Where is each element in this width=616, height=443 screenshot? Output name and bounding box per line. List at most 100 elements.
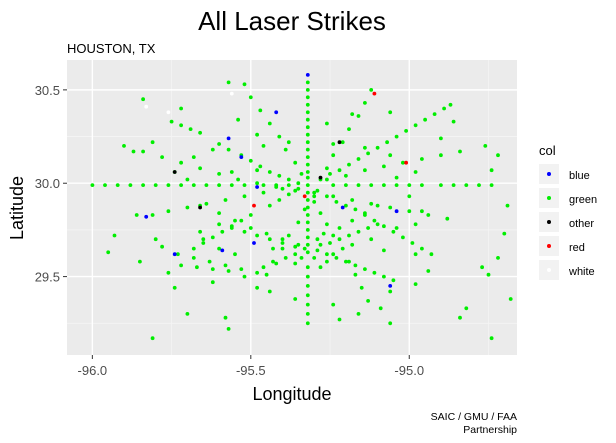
point-green [388,321,393,326]
point-green [201,237,206,242]
point-green [258,108,263,113]
point-green [191,183,196,188]
point-green [325,121,329,126]
point-green [255,181,259,186]
point-red [252,203,256,208]
point-green [480,265,484,270]
point-other [198,205,203,210]
point-green [191,256,196,260]
point-green [331,252,336,257]
point-green [334,256,339,260]
point-green [264,272,269,277]
point-green [302,246,307,251]
point-green [207,259,212,264]
point-green [366,151,370,156]
point-green [388,110,393,115]
point-green [185,312,190,316]
point-green [410,241,415,245]
point-green [226,269,231,273]
point-green [236,117,241,122]
point-green [166,209,171,214]
point-green [223,198,228,202]
point-green [179,106,184,111]
point-green [293,252,298,257]
point-green [353,272,358,277]
point-green [274,185,279,189]
point-green [337,226,342,230]
point-green [242,82,247,87]
point-green [305,213,310,217]
point-green [432,112,437,116]
point-green [315,237,320,242]
point-green [375,145,380,150]
point-blue [255,185,259,189]
point-green [141,183,146,188]
point-blue [388,284,393,288]
point-green [305,235,310,240]
x-tick-label: -95.5 [236,363,266,378]
point-green [293,244,298,249]
point-green [141,149,146,154]
point-blue [252,241,256,245]
point-other [172,170,177,174]
point-green [394,134,399,139]
legend-label-white: white [568,266,595,278]
point-green [429,252,434,257]
legend-swatch-red [547,244,551,248]
x-axis-label: Longitude [252,384,331,404]
point-green [179,263,184,268]
point-green [363,145,367,150]
point-green [337,237,342,242]
point-green [489,168,494,173]
legend-swatch-white [547,268,551,272]
point-green [486,272,491,277]
x-tick-label: -96.0 [78,363,108,378]
point-green [369,237,374,242]
point-green [305,125,310,130]
point-green [150,213,155,217]
point-green [255,132,259,137]
point-green [264,231,269,236]
point-green [445,216,450,221]
panel-background [67,60,517,355]
point-green [255,270,259,275]
point-green [138,259,142,264]
point-green [191,155,196,160]
point-green [407,194,412,199]
point-green [340,246,345,251]
point-blue [394,209,399,214]
point-green [305,170,310,174]
point-green [226,327,231,331]
point-green [286,140,291,145]
point-green [489,336,494,341]
point-green [226,80,231,85]
point-green [255,168,259,173]
point-green [305,183,310,188]
chart-subtitle: HOUSTON, TX [67,41,156,56]
point-green [305,162,310,167]
point-green [223,315,228,320]
point-green [325,252,329,257]
point-green [280,237,285,242]
point-green [131,149,136,154]
point-green [302,207,307,212]
point-green [363,267,367,271]
point-green [401,235,405,240]
point-green [325,259,329,264]
point-blue [340,205,345,210]
point-green [305,220,310,225]
point-green [248,158,253,163]
point-green [356,229,361,234]
point-green [413,282,418,286]
point-green [426,213,431,217]
point-green [296,186,301,191]
point-green [312,194,317,199]
point-green [210,280,215,285]
point-green [242,183,247,188]
point-green [350,218,355,223]
point-green [248,213,253,217]
point-green [160,155,165,160]
point-green [305,190,310,195]
point-green [296,242,301,247]
point-green [160,244,165,249]
